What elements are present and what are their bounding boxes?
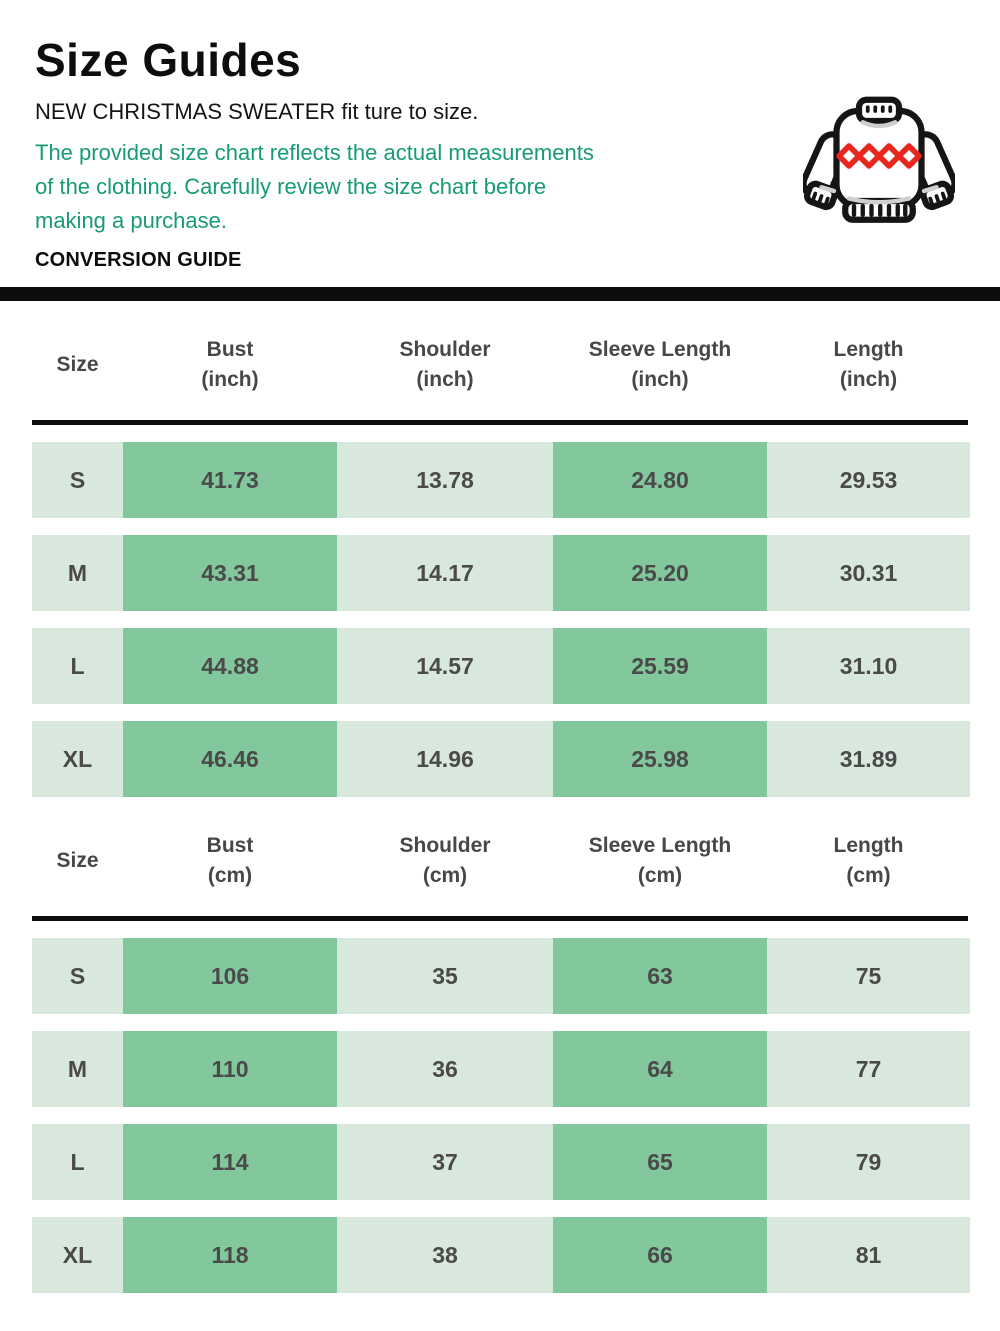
shoulder-cell: 14.96 xyxy=(416,745,474,772)
size-cell: M xyxy=(67,559,88,586)
conversion-guide-label: CONVERSION GUIDE xyxy=(35,249,242,272)
length-cell: 30.31 xyxy=(839,559,898,586)
header-cell-size: Size xyxy=(56,848,99,872)
size-cell: S xyxy=(69,962,86,989)
header-cell-bust: Bust (inch) xyxy=(201,337,259,391)
size-chart-note-line: of the clothing. Carefully review the si… xyxy=(35,174,547,200)
sleeve-length-cell: 25.20 xyxy=(553,535,767,612)
table-row-l: L 114 37 65 79 xyxy=(32,1124,970,1201)
intro-block: Size Guides NEW CHRISTMAS SWEATER fit tu… xyxy=(0,0,1000,272)
header-cell-length: Length (cm) xyxy=(833,833,904,887)
header-cell-shoulder: Shoulder (cm) xyxy=(399,833,491,887)
page-title: Size Guides xyxy=(35,34,302,86)
sleeve-length-cell: 25.98 xyxy=(553,721,767,798)
length-cell: 29.53 xyxy=(839,466,898,493)
bust-cell: 110 xyxy=(123,1031,337,1108)
length-cell: 81 xyxy=(855,1241,882,1268)
shoulder-cell: 14.17 xyxy=(416,559,474,586)
sleeve-length-cell: 25.59 xyxy=(553,628,767,705)
length-cell: 77 xyxy=(855,1055,882,1082)
sleeve-length-cell: 63 xyxy=(553,938,767,1015)
top-divider-bar xyxy=(0,287,1000,302)
bust-cell: 44.88 xyxy=(123,628,337,705)
header-cell-sleeve-length: Sleeve Length (inch) xyxy=(588,337,732,391)
bust-cell: 114 xyxy=(123,1124,337,1201)
shoulder-cell: 14.57 xyxy=(416,652,474,679)
bust-cell: 43.31 xyxy=(123,535,337,612)
shoulder-cell: 35 xyxy=(432,962,458,989)
sleeve-length-cell: 66 xyxy=(553,1217,767,1294)
size-cell: L xyxy=(70,1148,85,1175)
sleeve-length-cell: 64 xyxy=(553,1031,767,1108)
size-table-inch: Size Bust (inch) Shoulder (inch) Sleeve … xyxy=(32,301,970,798)
header-divider xyxy=(32,916,968,922)
size-cell: L xyxy=(70,652,85,679)
size-chart-note-line: making a purchase. xyxy=(35,208,227,234)
header-cell-sleeve-length: Sleeve Length (cm) xyxy=(588,833,732,887)
table-row-s: S 106 35 63 75 xyxy=(32,938,970,1015)
header-divider xyxy=(32,420,968,426)
christmas-sweater-icon xyxy=(803,96,955,223)
bust-cell: 106 xyxy=(123,938,337,1015)
diamond-pattern xyxy=(836,143,922,169)
table-row-l: L 44.88 14.57 25.59 31.10 xyxy=(32,628,970,705)
fit-note: NEW CHRISTMAS SWEATER fit ture to size. xyxy=(35,99,479,125)
bust-cell: 41.73 xyxy=(123,442,337,519)
shoulder-cell: 38 xyxy=(432,1241,458,1268)
size-table-cm: Size Bust (cm) Shoulder (cm) Sleeve Leng… xyxy=(32,797,970,1294)
table-row-xl: XL 46.46 14.96 25.98 31.89 xyxy=(32,721,970,798)
size-cell: S xyxy=(69,466,86,493)
table-row-m: M 110 36 64 77 xyxy=(32,1031,970,1108)
bust-cell: 118 xyxy=(123,1217,337,1294)
table-header-row: Size Bust (cm) Shoulder (cm) Sleeve Leng… xyxy=(32,797,970,917)
header-cell-length: Length (inch) xyxy=(833,337,904,391)
bust-cell: 46.46 xyxy=(123,721,337,798)
shoulder-cell: 37 xyxy=(432,1148,458,1175)
sleeve-length-cell: 65 xyxy=(553,1124,767,1201)
table-row-m: M 43.31 14.17 25.20 30.31 xyxy=(32,535,970,612)
size-chart-note-line: The provided size chart reflects the act… xyxy=(35,140,594,166)
size-cell: XL xyxy=(62,1241,93,1268)
size-cell: M xyxy=(67,1055,88,1082)
table-row-s: S 41.73 13.78 24.80 29.53 xyxy=(32,442,970,519)
table-row-xl: XL 118 38 66 81 xyxy=(32,1217,970,1294)
length-cell: 79 xyxy=(855,1148,882,1175)
sleeve-length-cell: 24.80 xyxy=(553,442,767,519)
header-cell-bust: Bust (cm) xyxy=(206,833,254,887)
size-cell: XL xyxy=(62,745,93,772)
shoulder-cell: 36 xyxy=(432,1055,458,1082)
table-header-row: Size Bust (inch) Shoulder (inch) Sleeve … xyxy=(32,301,970,421)
header-cell-size: Size xyxy=(56,352,99,376)
size-chart-note: The provided size chart reflects the act… xyxy=(35,136,1000,238)
shoulder-cell: 13.78 xyxy=(416,466,474,493)
length-cell: 31.10 xyxy=(839,652,898,679)
length-cell: 31.89 xyxy=(839,745,898,772)
length-cell: 75 xyxy=(855,962,882,989)
header-cell-shoulder: Shoulder (inch) xyxy=(399,337,491,391)
